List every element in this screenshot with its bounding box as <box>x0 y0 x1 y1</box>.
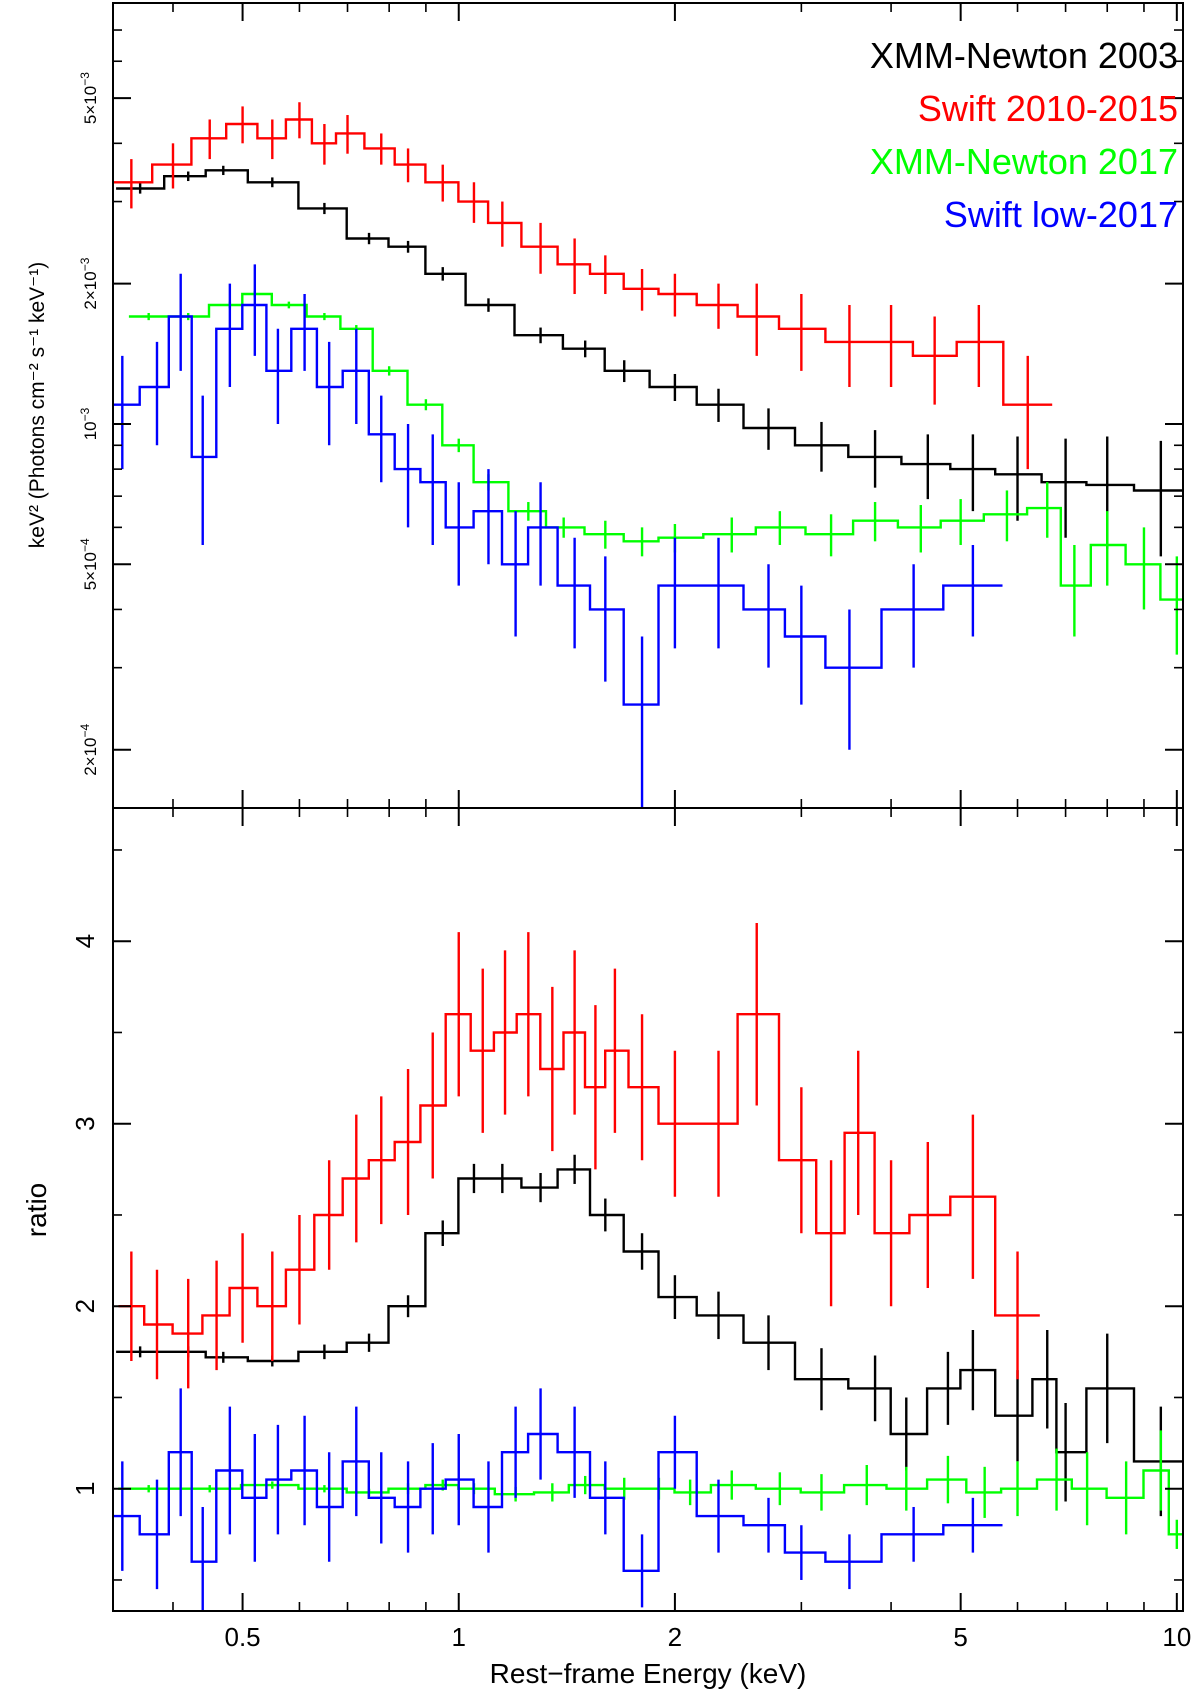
bottom-panel-ticks <box>113 808 1183 1611</box>
bottom-panel-series <box>113 922 1183 1611</box>
x-axis-label: Rest−frame Energy (keV) <box>490 1658 807 1689</box>
top-series-2-step-line <box>128 292 1183 601</box>
top-panel-ticks <box>113 3 1183 808</box>
bottom-series-0-step-line <box>116 1168 1183 1463</box>
top-y-tick-label: 2×10−3 <box>78 257 100 309</box>
top-y-tick-label: 10−3 <box>78 407 100 440</box>
top-y-tick-label: 2×10−4 <box>78 723 100 775</box>
x-tick-label: 2 <box>668 1622 682 1652</box>
legend-entry: Swift low-2017 <box>944 194 1178 235</box>
top-y-tick-label: 5×10−4 <box>78 538 100 590</box>
bottom-y-tick-label: 4 <box>70 934 100 948</box>
bottom-series-3-step-line <box>113 1432 1003 1572</box>
top-series-1-step-line <box>113 118 1053 406</box>
x-tick-label: 0.5 <box>225 1622 261 1652</box>
top-y-tick-label: 5×10−3 <box>78 72 100 124</box>
top-series-0-step-line <box>116 169 1183 492</box>
x-tick-label: 10 <box>1162 1622 1191 1652</box>
top-y-axis-label: keV² (Photons cm⁻² s⁻¹ keV⁻¹) <box>26 262 49 548</box>
legend: XMM-Newton 2003 Swift 2010-2015 XMM-Newton… <box>870 35 1178 235</box>
bottom-panel-y-tick-labels: 1 2 3 4 <box>70 934 100 1496</box>
top-series-3-step-line <box>113 303 1003 706</box>
legend-entry: XMM-Newton 2017 <box>870 141 1178 182</box>
top-panel-y-tick-labels: 2×10−4 5×10−4 10−3 2×10−3 5×10−3 <box>78 72 100 776</box>
legend-entry: XMM-Newton 2003 <box>870 35 1178 76</box>
x-tick-label: 1 <box>452 1622 466 1652</box>
bottom-y-tick-label: 1 <box>70 1481 100 1495</box>
bottom-y-axis-label: ratio <box>21 1183 52 1237</box>
bottom-y-tick-label: 3 <box>70 1116 100 1130</box>
top-panel-series <box>113 102 1183 808</box>
bottom-panel-frame <box>112 807 1184 1612</box>
bottom-y-tick-label: 2 <box>70 1299 100 1313</box>
x-tick-labels: 0.5 1 2 5 10 <box>225 1622 1192 1652</box>
bottom-series-2-step-line <box>118 1469 1183 1536</box>
bottom-series-1-step-line <box>118 1013 1040 1335</box>
x-tick-label: 5 <box>953 1622 967 1652</box>
legend-entry: Swift 2010-2015 <box>918 88 1178 129</box>
